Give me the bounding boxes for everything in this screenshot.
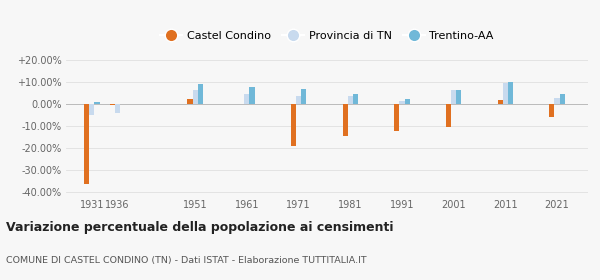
Bar (187, 99, 193, 104)
Bar (497, 100, 503, 104)
Bar (301, 89, 307, 104)
Bar (244, 94, 250, 104)
Bar (115, 104, 120, 113)
Bar (343, 104, 347, 136)
Bar (347, 97, 353, 104)
Bar (549, 104, 554, 117)
Bar (446, 104, 451, 127)
Bar (193, 90, 198, 104)
Bar (508, 82, 513, 104)
Bar (353, 94, 358, 104)
Bar (503, 83, 508, 104)
Bar (451, 90, 456, 104)
Bar (84, 104, 89, 184)
Bar (110, 104, 115, 105)
Bar (554, 97, 560, 104)
Bar (400, 101, 404, 104)
Bar (198, 85, 203, 104)
Text: Variazione percentuale della popolazione ai censimenti: Variazione percentuale della popolazione… (6, 221, 394, 234)
Bar (404, 99, 410, 104)
Bar (456, 90, 461, 104)
Bar (560, 94, 565, 104)
Bar (291, 104, 296, 146)
Bar (394, 104, 400, 132)
Text: COMUNE DI CASTEL CONDINO (TN) - Dati ISTAT - Elaborazione TUTTITALIA.IT: COMUNE DI CASTEL CONDINO (TN) - Dati IST… (6, 256, 367, 265)
Legend: Castel Condino, Provincia di TN, Trentino-AA: Castel Condino, Provincia di TN, Trentin… (156, 27, 498, 45)
Bar (89, 104, 94, 115)
Bar (296, 97, 301, 104)
Bar (250, 87, 254, 104)
Bar (94, 102, 100, 104)
